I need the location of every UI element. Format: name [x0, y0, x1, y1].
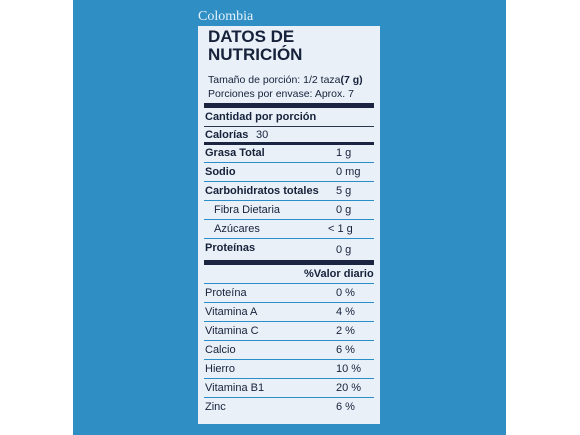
vitamin-name: Hierro	[205, 363, 235, 375]
nutrient-name: Proteínas	[205, 242, 256, 254]
vitamin-value: 2 %	[336, 325, 355, 337]
nutrient-name: Fibra Dietaria	[214, 204, 281, 216]
vitamin-value: 6 %	[336, 344, 355, 356]
nutrient-name: Sodio	[205, 166, 236, 178]
nutrient-value: 0 mg	[336, 166, 361, 178]
vitamin-name: Proteína	[205, 287, 247, 299]
vitamin-value: 20 %	[336, 382, 362, 394]
vitamin-row: Calcio 6 %	[204, 341, 374, 360]
vitamin-row: Zinc 6 %	[204, 398, 374, 417]
nutrient-name: Grasa Total	[205, 147, 265, 159]
nutrient-value: 0 g	[336, 244, 352, 256]
nutrient-name: Azúcares	[214, 223, 260, 235]
nutrient-value: 1 g	[336, 147, 352, 159]
nutrient-row: Sodio 0 mg	[204, 163, 374, 182]
nutrient-row: Azúcares < 1 g	[204, 220, 374, 239]
calories-row: Calorías 30	[204, 126, 374, 145]
vitamin-row: Vitamina A 4 %	[204, 303, 374, 322]
nutrient-value: 5 g	[336, 185, 352, 197]
amount-per-serving-row: Cantidad por porción	[204, 108, 374, 127]
serving-info: Tamaño de porción: 1/2 taza(7 g) Porcion…	[208, 73, 363, 101]
calories-label: Calorías	[205, 129, 249, 141]
nutrient-name: Carbohidratos totales	[205, 185, 319, 197]
nutrition-facts-label: DATOS DE NUTRICIÓN Tamaño de porción: 1/…	[198, 26, 380, 424]
nutrient-row: Grasa Total 1 g	[204, 144, 374, 163]
nutrient-row: Proteínas 0 g	[204, 239, 374, 259]
vitamin-row: Vitamina B1 20 %	[204, 379, 374, 398]
daily-value-header: %Valor diario	[304, 268, 374, 280]
vitamin-name: Vitamina B1	[205, 382, 265, 394]
divider-mid	[204, 142, 374, 145]
vitamin-value: 4 %	[336, 306, 355, 318]
vitamin-value: 10 %	[336, 363, 362, 375]
country-label: Colombia	[198, 9, 254, 24]
vitamin-row: Hierro 10 %	[204, 360, 374, 379]
amount-per-serving: Cantidad por porción	[205, 111, 317, 123]
vitamin-row: Proteína 0 %	[204, 284, 374, 303]
vitamin-name: Zinc	[205, 401, 226, 413]
nutrient-value: 0 g	[336, 204, 352, 216]
vitamin-value: 0 %	[336, 287, 355, 299]
vitamin-name: Vitamina C	[205, 325, 259, 337]
title-line-1: DATOS DE	[208, 27, 295, 46]
nutrient-row: Fibra Dietaria 0 g	[204, 201, 374, 220]
divider-thick	[204, 103, 374, 108]
calories-value: 30	[256, 129, 269, 141]
serving-size-amount: (7 g)	[340, 74, 363, 86]
serving-size-label: Tamaño de porción: 1/2 taza	[208, 74, 341, 86]
nutrient-row: Carbohidratos totales 5 g	[204, 182, 374, 201]
servings-per-container: Porciones por envase: Aprox. 7	[208, 88, 354, 100]
title-line-2: NUTRICIÓN	[208, 45, 303, 64]
vitamin-value: 6 %	[336, 401, 355, 413]
daily-value-header-row: %Valor diario	[204, 265, 374, 284]
vitamin-name: Calcio	[205, 344, 236, 356]
vitamin-name: Vitamina A	[205, 306, 258, 318]
label-title: DATOS DE NUTRICIÓN	[208, 28, 302, 64]
nutrient-value: < 1 g	[328, 223, 353, 235]
serving-size: Tamaño de porción: 1/2 taza(7 g)	[208, 73, 363, 87]
divider-thick	[204, 260, 374, 265]
vitamin-row: Vitamina C 2 %	[204, 322, 374, 341]
